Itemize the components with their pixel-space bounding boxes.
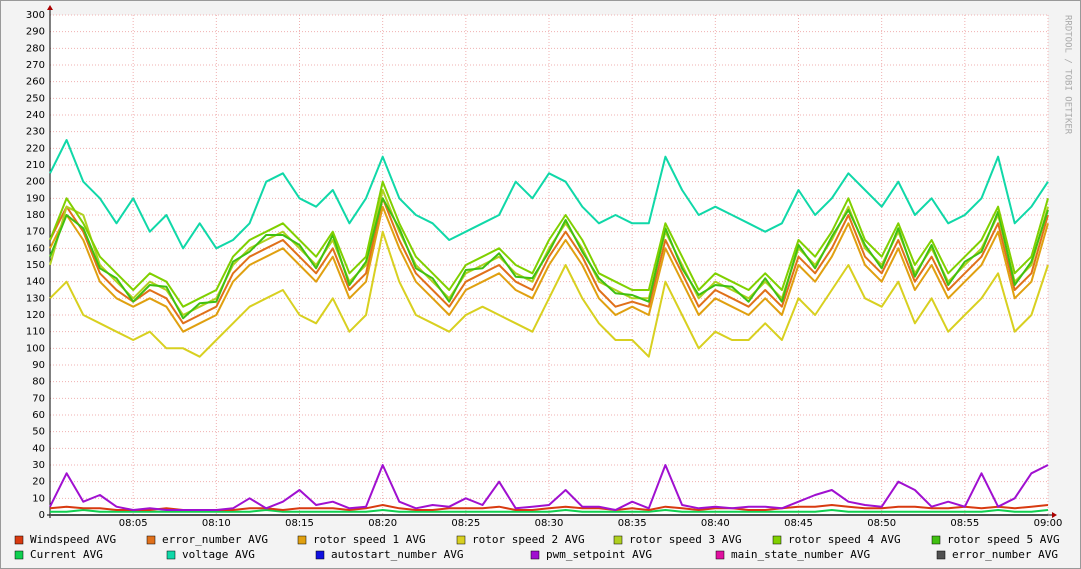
legend-label: pwm_setpoint AVG bbox=[546, 548, 652, 561]
y-tick-label: 300 bbox=[26, 10, 45, 21]
y-tick-label: 60 bbox=[32, 410, 45, 421]
legend-label: autostart_number AVG bbox=[331, 548, 463, 561]
x-tick-label: 08:20 bbox=[368, 518, 397, 529]
y-tick-label: 40 bbox=[32, 443, 45, 454]
y-tick-label: 0 bbox=[39, 510, 45, 521]
x-tick-label: 08:55 bbox=[950, 518, 979, 529]
x-tick-label: 08:45 bbox=[784, 518, 813, 529]
legend-label: rotor speed 2 AVG bbox=[472, 533, 585, 546]
x-tick-label: 08:50 bbox=[867, 518, 896, 529]
y-tick-label: 220 bbox=[26, 143, 45, 154]
legend-label: rotor speed 4 AVG bbox=[788, 533, 901, 546]
legend-label: error_number AVG bbox=[952, 548, 1058, 561]
y-tick-label: 260 bbox=[26, 77, 45, 88]
legend-swatch bbox=[931, 535, 941, 545]
y-tick-label: 70 bbox=[32, 393, 45, 404]
watermark: RRDTOOL / TOBI OETIKER bbox=[1063, 15, 1073, 135]
y-tick-label: 150 bbox=[26, 260, 45, 271]
x-tick-label: 08:25 bbox=[451, 518, 480, 529]
legend-swatch bbox=[530, 550, 540, 560]
series-line bbox=[49, 180, 1049, 308]
y-tick-label: 250 bbox=[26, 93, 45, 104]
y-tick-label: 110 bbox=[26, 327, 45, 338]
series-line bbox=[49, 197, 1049, 320]
y-tick-label: 280 bbox=[26, 43, 45, 54]
series-line bbox=[49, 197, 1049, 325]
y-tick-label: 290 bbox=[26, 27, 45, 38]
legend-swatch bbox=[297, 535, 307, 545]
y-tick-label: 30 bbox=[32, 460, 45, 471]
legend-label: Current AVG bbox=[30, 548, 103, 561]
y-tick-label: 140 bbox=[26, 277, 45, 288]
y-tick-label: 20 bbox=[32, 477, 45, 488]
legend-label: voltage AVG bbox=[182, 548, 255, 561]
legend-label: main_state_number AVG bbox=[731, 548, 870, 561]
x-tick-label: 08:10 bbox=[202, 518, 231, 529]
y-tick-label: 180 bbox=[26, 210, 45, 221]
series-line bbox=[49, 464, 1049, 511]
y-tick-label: 10 bbox=[32, 493, 45, 504]
y-tick-label: 120 bbox=[26, 310, 45, 321]
series-line bbox=[49, 230, 1049, 358]
legend-label: error_number AVG bbox=[162, 533, 268, 546]
legend-swatch bbox=[715, 550, 725, 560]
legend-swatch bbox=[936, 550, 946, 560]
legend-swatch bbox=[166, 550, 176, 560]
series-line bbox=[50, 509, 1049, 513]
legend-label: rotor speed 5 AVG bbox=[947, 533, 1060, 546]
y-tick-label: 130 bbox=[26, 293, 45, 304]
axis-arrow bbox=[47, 5, 53, 10]
legend-label: rotor speed 1 AVG bbox=[313, 533, 426, 546]
legend-label: Windspeed AVG bbox=[30, 533, 116, 546]
y-tick-label: 90 bbox=[32, 360, 45, 371]
x-tick-label: 08:15 bbox=[285, 518, 314, 529]
series-line bbox=[49, 205, 1049, 333]
series-line bbox=[49, 189, 1049, 316]
series-line bbox=[49, 139, 1049, 250]
y-tick-label: 270 bbox=[26, 60, 45, 71]
legend-label: rotor speed 3 AVG bbox=[629, 533, 742, 546]
x-tick-label: 08:05 bbox=[119, 518, 148, 529]
legend-swatch bbox=[456, 535, 466, 545]
y-tick-label: 230 bbox=[26, 127, 45, 138]
y-tick-label: 190 bbox=[26, 193, 45, 204]
legend-swatch bbox=[315, 550, 325, 560]
x-tick-label: 08:40 bbox=[701, 518, 730, 529]
x-tick-label: 08:30 bbox=[535, 518, 564, 529]
legend-swatch bbox=[146, 535, 156, 545]
legend-swatch bbox=[613, 535, 623, 545]
legend-swatch bbox=[14, 535, 24, 545]
legend-swatch bbox=[14, 550, 24, 560]
y-tick-label: 160 bbox=[26, 243, 45, 254]
y-tick-label: 100 bbox=[26, 343, 45, 354]
legend-swatch bbox=[772, 535, 782, 545]
y-tick-label: 170 bbox=[26, 227, 45, 238]
x-tick-label: 08:35 bbox=[618, 518, 647, 529]
y-tick-label: 240 bbox=[26, 110, 45, 121]
y-tick-label: 50 bbox=[32, 427, 45, 438]
y-tick-label: 210 bbox=[26, 160, 45, 171]
x-tick-label: 09:00 bbox=[1034, 518, 1063, 529]
axis-arrow bbox=[1052, 512, 1057, 518]
y-tick-label: 200 bbox=[26, 177, 45, 188]
y-tick-label: 80 bbox=[32, 377, 45, 388]
